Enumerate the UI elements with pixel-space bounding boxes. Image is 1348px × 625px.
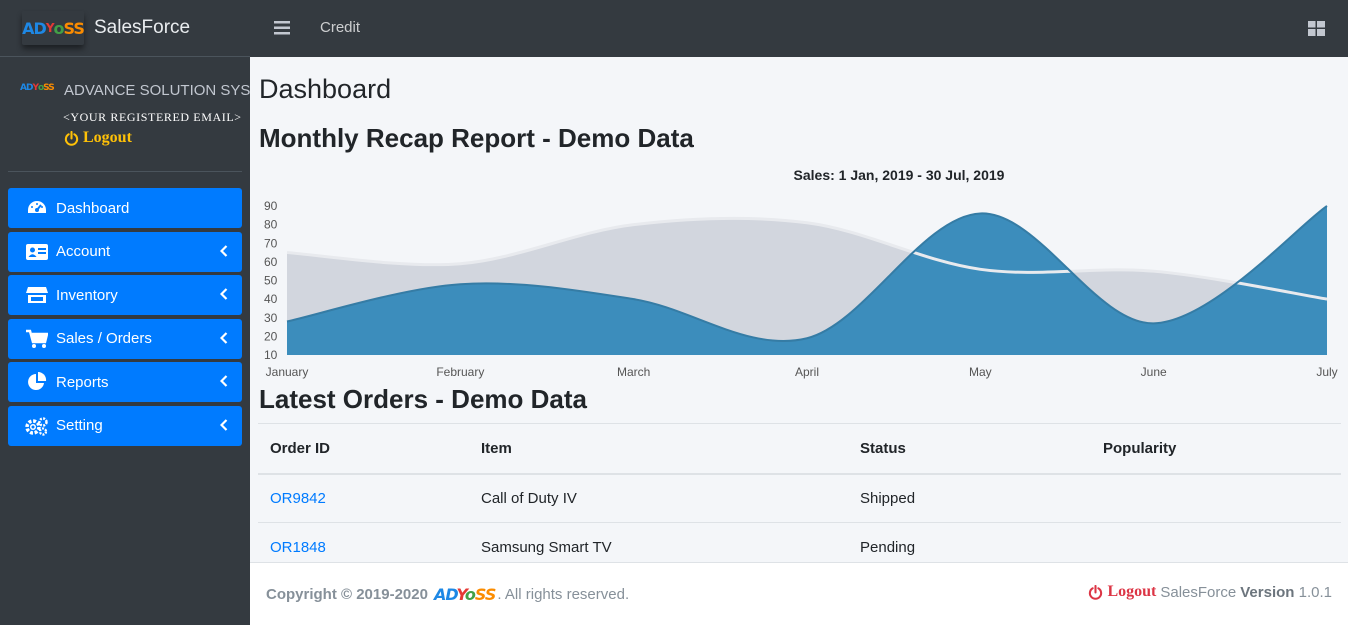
chart-title: Sales: 1 Jan, 2019 - 30 Jul, 2019 bbox=[794, 167, 1005, 183]
sidebar-item-setting[interactable]: Setting bbox=[8, 405, 242, 446]
company-name: ADVANCE SOLUTION SYSTEM bbox=[64, 82, 250, 99]
sidebar-item-label: Reports bbox=[56, 373, 109, 391]
x-tick-label: April bbox=[795, 365, 819, 379]
order-item: Call of Duty IV bbox=[469, 473, 848, 523]
footer-logout-link[interactable]: Logout bbox=[1088, 583, 1156, 601]
order-item: Samsung Smart TV bbox=[469, 522, 848, 562]
report-title: Monthly Recap Report - Demo Data bbox=[259, 123, 694, 153]
footer-logo[interactable]: ADYoSS bbox=[433, 585, 496, 604]
y-tick-label: 90 bbox=[264, 199, 278, 213]
sidebar-nav: Dashboard Account Inventory Sales / Orde… bbox=[8, 188, 242, 449]
sidebar-item-label: Inventory bbox=[56, 286, 118, 304]
footer-version-info: Logout SalesForce Version 1.0.1 bbox=[1088, 583, 1332, 601]
y-tick-label: 70 bbox=[264, 236, 278, 250]
footer: Copyright © 2019-2020 ADYoSS . All right… bbox=[250, 562, 1348, 625]
y-tick-label: 30 bbox=[264, 311, 278, 325]
chevron-left-icon bbox=[220, 375, 228, 387]
footer-logout-label: Logout bbox=[1107, 583, 1157, 600]
x-tick-label: July bbox=[1316, 365, 1337, 379]
order-id-link[interactable]: OR1848 bbox=[270, 538, 326, 556]
cogs-icon bbox=[25, 416, 49, 436]
sidebar-logout-label: Logout bbox=[83, 129, 132, 146]
sidebar-item-inventory[interactable]: Inventory bbox=[8, 275, 242, 315]
y-tick-label: 40 bbox=[264, 292, 278, 306]
sidebar-item-reports[interactable]: Reports bbox=[8, 362, 242, 402]
grid-icon[interactable] bbox=[1308, 21, 1325, 36]
cart-icon bbox=[25, 329, 49, 349]
sidebar-item-label: Setting bbox=[56, 417, 103, 434]
y-tick-label: 80 bbox=[264, 218, 278, 232]
column-header: Popularity bbox=[1091, 423, 1341, 475]
tachometer-icon bbox=[25, 198, 49, 218]
chevron-left-icon bbox=[220, 331, 228, 344]
id-card-icon bbox=[25, 242, 49, 262]
sidebar-item-label: Account bbox=[56, 243, 111, 260]
orders-table: Order ID Item Status Popularity OR9842 C… bbox=[258, 423, 1341, 562]
user-email: <YOUR REGISTERED EMAIL> bbox=[63, 110, 242, 124]
table-header-row: Order ID Item Status Popularity bbox=[258, 423, 1341, 475]
credit-link[interactable]: Credit bbox=[320, 19, 361, 36]
user-panel: ADYoSS ADVANCE SOLUTION SYSTEM <YOUR REG… bbox=[8, 57, 250, 172]
y-tick-label: 60 bbox=[264, 255, 278, 269]
sidebar-item-label: Dashboard bbox=[56, 199, 130, 217]
x-tick-label: January bbox=[266, 365, 309, 379]
table-row: OR1848 Samsung Smart TV Pending bbox=[258, 522, 1341, 562]
order-status: Shipped bbox=[848, 473, 1091, 523]
sidebar-item-account[interactable]: Account bbox=[8, 231, 242, 272]
x-tick-label: February bbox=[436, 365, 484, 379]
chevron-left-icon bbox=[220, 244, 228, 257]
sales-chart: 10 20 30 40 50 60 70 80 90 January February March Ap… bbox=[250, 161, 1348, 383]
pie-chart-icon bbox=[25, 372, 49, 392]
series-area-1 bbox=[287, 206, 1327, 355]
main-content: Dashboard Monthly Recap Report - Demo Da… bbox=[250, 57, 1348, 562]
order-id-link[interactable]: OR9842 bbox=[270, 489, 326, 507]
footer-copyright: Copyright © 2019-2020 ADYoSS . All right… bbox=[266, 585, 629, 604]
power-icon bbox=[64, 130, 79, 146]
copyright-text: Copyright © 2019-2020 bbox=[266, 586, 428, 603]
x-tick-label: March bbox=[617, 365, 650, 379]
order-status: Pending bbox=[848, 522, 1091, 562]
power-icon bbox=[1089, 584, 1103, 600]
sidebar-item-label: Sales / Orders bbox=[56, 330, 152, 347]
chevron-left-icon bbox=[220, 418, 228, 431]
sidebar-logout-link[interactable]: Logout bbox=[64, 129, 132, 147]
x-tick-label: June bbox=[1141, 365, 1167, 379]
order-popularity bbox=[1091, 473, 1341, 523]
store-icon bbox=[25, 285, 49, 305]
sidebar-item-sales-orders[interactable]: Sales / Orders bbox=[8, 318, 242, 359]
table-row: OR9842 Call of Duty IV Shipped bbox=[258, 473, 1341, 523]
orders-title: Latest Orders - Demo Data bbox=[259, 384, 587, 414]
series-line-1 bbox=[286, 205, 1328, 343]
rights-text: . All rights reserved. bbox=[497, 586, 630, 603]
column-header: Order ID bbox=[258, 423, 469, 475]
column-header: Item bbox=[469, 423, 848, 475]
top-navbar: Credit bbox=[250, 0, 1348, 57]
footer-app-name: SalesForce bbox=[1160, 583, 1237, 601]
hamburger-menu-icon[interactable] bbox=[274, 21, 290, 35]
y-tick-label: 20 bbox=[264, 329, 278, 343]
column-header: Status bbox=[848, 423, 1091, 475]
chevron-left-icon bbox=[220, 288, 228, 300]
version-number: 1.0.1 bbox=[1298, 583, 1332, 601]
series-line-0 bbox=[286, 216, 1328, 301]
order-popularity bbox=[1091, 522, 1341, 562]
y-tick-label: 10 bbox=[264, 348, 278, 362]
brand-name: SalesForce bbox=[94, 17, 191, 38]
page-title: Dashboard bbox=[259, 74, 392, 104]
sidebar-item-dashboard[interactable]: Dashboard bbox=[8, 188, 242, 228]
y-tick-label: 50 bbox=[264, 274, 278, 288]
x-tick-label: May bbox=[969, 365, 992, 379]
version-label: Version bbox=[1240, 583, 1295, 601]
